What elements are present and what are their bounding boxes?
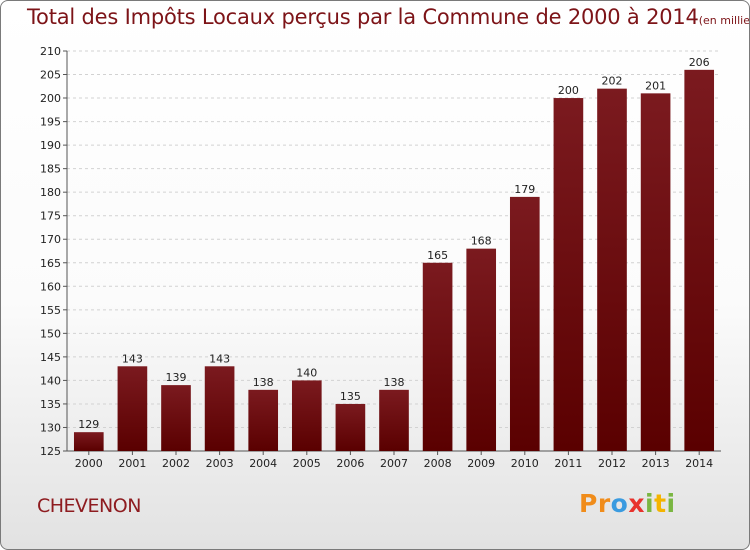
chart-title: Total des Impôts Locaux perçus par la Co…: [27, 5, 750, 29]
y-tick-label: 135: [40, 398, 61, 411]
logo-letter: i: [645, 489, 655, 518]
data-label-2003: 143: [209, 352, 230, 365]
x-tick-label-2003: 2003: [206, 457, 234, 470]
data-label-2010: 179: [514, 183, 535, 196]
logo-letter: t: [654, 489, 667, 518]
y-tick-label: 210: [40, 45, 61, 58]
y-tick-label: 130: [40, 421, 61, 434]
y-axis-ticks: 125 130 135 140 145 150 155 160 165 170 175 180 185 1…: [40, 45, 61, 458]
x-tick-label-2013: 2013: [642, 457, 670, 470]
bar-2010: [509, 196, 540, 451]
bar-2009: [466, 248, 497, 451]
x-tick-label-2014: 2014: [685, 457, 713, 470]
data-label-2004: 138: [253, 376, 274, 389]
bar-2001: [117, 366, 148, 451]
data-label-2009: 168: [471, 235, 492, 248]
y-tick-label: 195: [40, 116, 61, 129]
y-tick-label: 205: [40, 69, 61, 82]
data-label-2011: 200: [558, 84, 579, 97]
x-axis-ticks: 2000 2001 2002 2003 2004 2005 2006 2007 2008 2009…: [75, 457, 713, 470]
logo-letter: x: [628, 489, 645, 518]
x-tick-label-2007: 2007: [380, 457, 408, 470]
data-label-2008: 165: [427, 249, 448, 262]
bar-2000: [73, 432, 104, 451]
bar-2011: [553, 98, 584, 451]
y-tick-label: 160: [40, 280, 61, 293]
y-tick-label: 190: [40, 139, 61, 152]
y-tick-label: 155: [40, 304, 61, 317]
y-tick-label: 200: [40, 92, 61, 105]
bar-2003: [204, 366, 235, 451]
bar-2004: [248, 389, 279, 451]
x-tick-label-2011: 2011: [554, 457, 582, 470]
bar-2013: [640, 93, 671, 452]
data-label-2002: 139: [166, 371, 187, 384]
data-label-2012: 202: [602, 75, 623, 88]
logo-letter: r: [597, 489, 611, 518]
chart-title-text: Total des Impôts Locaux perçus par la Co…: [27, 5, 699, 29]
x-tick-label-2006: 2006: [336, 457, 364, 470]
commune-name: CHEVENON: [37, 495, 141, 517]
x-tick-label-2000: 2000: [75, 457, 103, 470]
bar-2005: [291, 380, 322, 451]
y-tick-label: 175: [40, 210, 61, 223]
bar-2012: [597, 88, 627, 451]
bar-2002: [161, 385, 191, 451]
y-tick-label: 170: [40, 233, 61, 246]
y-tick-label: 150: [40, 327, 61, 340]
y-tick-label: 125: [40, 445, 61, 458]
x-tick-label-2012: 2012: [598, 457, 626, 470]
logo-letter: o: [610, 489, 629, 518]
y-tick-label: 140: [40, 374, 61, 387]
bar-2014: [684, 69, 715, 451]
data-label-2005: 140: [296, 366, 317, 379]
data-label-2000: 129: [78, 418, 99, 431]
bars: [73, 69, 715, 452]
y-tick-label: 185: [40, 163, 61, 176]
x-tick-label-2001: 2001: [118, 457, 146, 470]
x-tick-label-2008: 2008: [424, 457, 452, 470]
data-label-2007: 138: [384, 376, 405, 389]
x-tick-label-2002: 2002: [162, 457, 190, 470]
y-tick-label: 180: [40, 186, 61, 199]
y-tick-label: 145: [40, 351, 61, 364]
chart-subtitle: (en milliers d'€): [698, 14, 750, 27]
x-tick-label-2009: 2009: [467, 457, 495, 470]
bar-2008: [422, 262, 453, 451]
logo-letter: i: [666, 489, 676, 518]
logo-letter: P: [579, 489, 598, 518]
bar-2007: [379, 389, 409, 451]
data-label-2013: 201: [645, 79, 666, 92]
x-tick-label-2005: 2005: [293, 457, 321, 470]
proxiti-logo: Proxiti: [579, 489, 676, 518]
data-labels: 129 143 139 143 138 140 135 138 165 168 179 200 202 2…: [78, 56, 709, 431]
data-label-2014: 206: [689, 56, 710, 69]
y-tick-label: 165: [40, 257, 61, 270]
data-label-2006: 135: [340, 390, 361, 403]
x-tick-label-2004: 2004: [249, 457, 277, 470]
x-tick-label-2010: 2010: [511, 457, 539, 470]
bar-2006: [335, 403, 366, 451]
data-label-2001: 143: [122, 352, 143, 365]
